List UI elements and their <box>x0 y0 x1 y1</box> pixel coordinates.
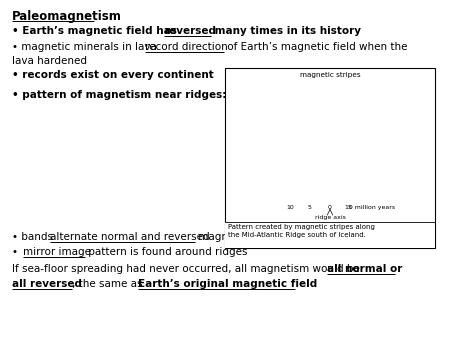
Text: magnetism: magnetism <box>195 232 257 242</box>
Text: alternate normal and reversed: alternate normal and reversed <box>50 232 210 242</box>
Text: of Earth’s magnetic field when the: of Earth’s magnetic field when the <box>224 42 408 52</box>
Text: pattern is found around ridges: pattern is found around ridges <box>85 247 248 257</box>
Text: reversed: reversed <box>164 26 216 36</box>
Text: record direction: record direction <box>145 42 228 52</box>
Text: many times in its history: many times in its history <box>211 26 361 36</box>
Text: 5: 5 <box>308 205 312 210</box>
Text: • pattern of magnetism near ridges:: • pattern of magnetism near ridges: <box>12 90 226 100</box>
Text: • magnetic minerals in lava: • magnetic minerals in lava <box>12 42 160 52</box>
Text: Paleomagnetism: Paleomagnetism <box>12 10 122 23</box>
Text: , the same as: , the same as <box>72 279 146 289</box>
Text: magnetic stripes: magnetic stripes <box>300 72 360 78</box>
Text: 5: 5 <box>348 205 352 210</box>
Text: 10 million years: 10 million years <box>345 205 395 210</box>
Text: Pattern created by magnetic stripes along
the Mid-Atlantic Ridge south of Icelan: Pattern created by magnetic stripes alon… <box>228 224 375 238</box>
Text: all normal or: all normal or <box>327 264 402 274</box>
Text: mirror image: mirror image <box>23 247 91 257</box>
Text: lava hardened: lava hardened <box>12 56 87 66</box>
Text: ridge axis: ridge axis <box>315 215 346 220</box>
Text: 10: 10 <box>286 205 294 210</box>
Text: • bands: • bands <box>12 232 56 242</box>
Text: 0: 0 <box>328 205 332 210</box>
Text: all reversed: all reversed <box>12 279 82 289</box>
Text: • records exist on every continent: • records exist on every continent <box>12 70 214 80</box>
Bar <box>225 222 435 248</box>
Text: • Earth’s magnetic field has: • Earth’s magnetic field has <box>12 26 180 36</box>
Bar <box>225 68 435 248</box>
Text: If sea-floor spreading had never occurred, all magnetism would be: If sea-floor spreading had never occurre… <box>12 264 363 274</box>
Text: Earth’s original magnetic field: Earth’s original magnetic field <box>138 279 317 289</box>
Text: •: • <box>12 247 21 257</box>
